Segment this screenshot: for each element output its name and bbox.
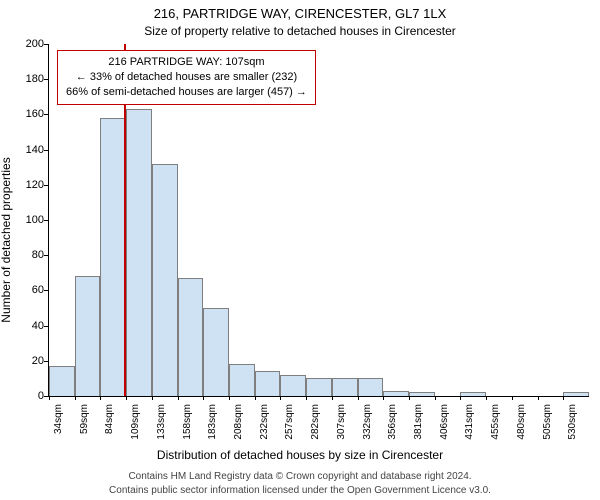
y-tick [44, 44, 48, 45]
x-tick [563, 396, 564, 400]
histogram-bar [49, 366, 75, 396]
x-tick-label: 431sqm [464, 404, 475, 440]
y-tick [44, 290, 48, 291]
chart-subtitle: Size of property relative to detached ho… [0, 24, 600, 38]
histogram-bar [203, 308, 229, 396]
x-tick-label: 530sqm [567, 404, 578, 440]
histogram-bar [255, 371, 281, 396]
histogram-bar [358, 378, 384, 396]
y-tick [44, 326, 48, 327]
y-tick [44, 255, 48, 256]
y-tick-label: 120 [4, 179, 44, 191]
x-tick-label: 381sqm [413, 404, 424, 440]
y-tick [44, 79, 48, 80]
histogram-bar [383, 391, 409, 396]
y-tick [44, 150, 48, 151]
annotation-box: 216 PARTRIDGE WAY: 107sqm ← 33% of detac… [57, 50, 316, 105]
x-tick [383, 396, 384, 400]
histogram-bar [75, 276, 101, 396]
x-tick-label: 282sqm [310, 404, 321, 440]
y-tick [44, 114, 48, 115]
x-tick-label: 133sqm [156, 404, 167, 440]
x-tick [75, 396, 76, 400]
x-tick [409, 396, 410, 400]
y-tick-label: 160 [4, 108, 44, 120]
chart-plot-area: 216 PARTRIDGE WAY: 107sqm ← 33% of detac… [48, 44, 589, 397]
x-tick [49, 396, 50, 400]
x-tick-label: 84sqm [104, 404, 115, 434]
histogram-bar [332, 378, 358, 396]
histogram-bar [152, 164, 178, 396]
x-tick-label: 455sqm [490, 404, 501, 440]
annotation-line-larger: 66% of semi-detached houses are larger (… [66, 85, 307, 100]
histogram-bar [229, 364, 255, 396]
x-tick [332, 396, 333, 400]
x-tick-label: 505sqm [542, 404, 553, 440]
annotation-line-property: 216 PARTRIDGE WAY: 107sqm [66, 55, 307, 70]
x-axis-label: Distribution of detached houses by size … [0, 448, 600, 462]
y-tick-label: 140 [4, 144, 44, 156]
x-tick [152, 396, 153, 400]
y-tick-label: 40 [4, 320, 44, 332]
x-tick-label: 307sqm [336, 404, 347, 440]
footer-copyright-2: Contains public sector information licen… [0, 485, 600, 496]
x-tick-label: 208sqm [233, 404, 244, 440]
y-tick [44, 220, 48, 221]
x-tick-label: 480sqm [516, 404, 527, 440]
x-tick [512, 396, 513, 400]
histogram-bar [100, 118, 126, 396]
y-tick-label: 80 [4, 249, 44, 261]
histogram-bar [409, 392, 435, 396]
x-tick [255, 396, 256, 400]
x-tick [178, 396, 179, 400]
x-tick [538, 396, 539, 400]
x-tick-label: 356sqm [387, 404, 398, 440]
histogram-bar [306, 378, 332, 396]
x-tick-label: 406sqm [439, 404, 450, 440]
histogram-bar [126, 109, 152, 396]
x-tick-label: 183sqm [207, 404, 218, 440]
histogram-bar [563, 392, 589, 396]
x-tick [486, 396, 487, 400]
y-tick [44, 396, 48, 397]
x-tick-label: 257sqm [284, 404, 295, 440]
x-tick [203, 396, 204, 400]
y-tick-label: 20 [4, 355, 44, 367]
y-tick [44, 361, 48, 362]
x-tick-label: 109sqm [130, 404, 141, 440]
annotation-line-smaller: ← 33% of detached houses are smaller (23… [66, 70, 307, 85]
x-tick-label: 332sqm [362, 404, 373, 440]
x-tick-label: 59sqm [79, 404, 90, 434]
y-tick-label: 200 [4, 38, 44, 50]
x-tick-label: 232sqm [259, 404, 270, 440]
x-tick [460, 396, 461, 400]
x-tick-label: 34sqm [53, 404, 64, 434]
y-tick-label: 0 [4, 390, 44, 402]
x-tick [126, 396, 127, 400]
histogram-bar [460, 392, 486, 396]
histogram-bar [280, 375, 306, 396]
x-tick [100, 396, 101, 400]
y-tick-label: 180 [4, 73, 44, 85]
y-tick [44, 185, 48, 186]
histogram-bar [178, 278, 204, 396]
x-tick [435, 396, 436, 400]
page-title: 216, PARTRIDGE WAY, CIRENCESTER, GL7 1LX [0, 6, 600, 21]
x-tick [358, 396, 359, 400]
x-tick [306, 396, 307, 400]
x-tick [229, 396, 230, 400]
x-tick [280, 396, 281, 400]
y-tick-label: 100 [4, 214, 44, 226]
footer-copyright-1: Contains HM Land Registry data © Crown c… [0, 471, 600, 482]
x-tick-label: 158sqm [182, 404, 193, 440]
y-tick-label: 60 [4, 284, 44, 296]
